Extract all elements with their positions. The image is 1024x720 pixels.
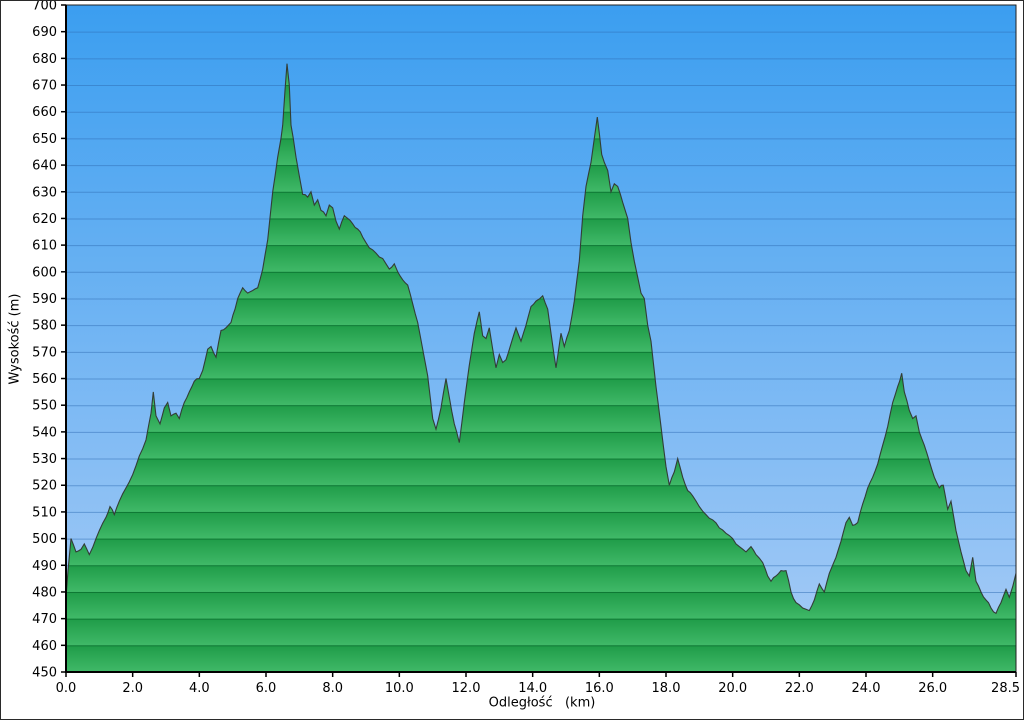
y-tick-label: 650: [32, 132, 57, 147]
x-axis-ticks: 0.0 2.0 4.0 6.0 8.0 10.0 12.0 14.0 16.0 18.0 20.0 2…: [56, 672, 1020, 696]
y-tick-label: 520: [32, 479, 57, 494]
y-tick-label: 620: [32, 212, 57, 227]
x-tick-label: 18.0: [652, 681, 681, 696]
y-tick-label: 560: [32, 372, 57, 387]
x-tick-label: 16.0: [585, 681, 614, 696]
y-tick-label: 680: [32, 52, 57, 67]
elevation-contour-line: [65, 63, 1017, 615]
y-tick-label: 470: [32, 612, 57, 627]
x-tick-label: 14.0: [518, 681, 547, 696]
x-tick-label: 10.0: [385, 681, 414, 696]
y-tick-label: 610: [32, 239, 57, 254]
y-tick-label: 460: [32, 639, 57, 654]
y-tick-label: 670: [32, 79, 57, 94]
x-tick-label: 2.0: [122, 681, 143, 696]
x-axis-title: Odległość (km): [488, 695, 596, 711]
y-tick-label: 590: [32, 292, 57, 307]
y-tick-label: 580: [32, 319, 57, 334]
y-tick-label: 700: [32, 1, 57, 14]
axes: [65, 4, 1016, 673]
y-tick-label: 450: [32, 666, 57, 681]
x-tick-label: 12.0: [452, 681, 481, 696]
y-tick-label: 550: [32, 399, 57, 414]
elevation-area: [66, 63, 1016, 672]
y-tick-label: 500: [32, 532, 57, 547]
x-tick-label: 22.0: [785, 681, 814, 696]
y-tick-label: 660: [32, 105, 57, 120]
y-tick-label: 490: [32, 559, 57, 574]
x-tick-label: 20.0: [718, 681, 747, 696]
y-tick-label: 690: [32, 25, 57, 40]
y-axis-ticks: 450 460 470 480 490 500 510 520 530 540 550 560 570 5…: [32, 0, 66, 681]
y-tick-label: 510: [32, 505, 57, 520]
x-tick-label: 0.0: [56, 681, 77, 696]
y-axis-title: Wysokość (m): [7, 293, 23, 385]
x-tick-label: 28.5: [991, 681, 1020, 696]
x-tick-label: 24.0: [852, 681, 881, 696]
x-tick-label: 8.0: [322, 681, 343, 696]
x-tick-label: 26.0: [918, 681, 947, 696]
y-tick-label: 640: [32, 159, 57, 174]
y-tick-label: 530: [32, 452, 57, 467]
y-tick-label: 630: [32, 185, 57, 200]
x-tick-label: 4.0: [189, 681, 210, 696]
y-tick-label: 570: [32, 345, 57, 360]
y-tick-label: 600: [32, 265, 57, 280]
x-tick-label: 6.0: [256, 681, 277, 696]
y-tick-label: 480: [32, 585, 57, 600]
y-tick-label: 540: [32, 425, 57, 440]
